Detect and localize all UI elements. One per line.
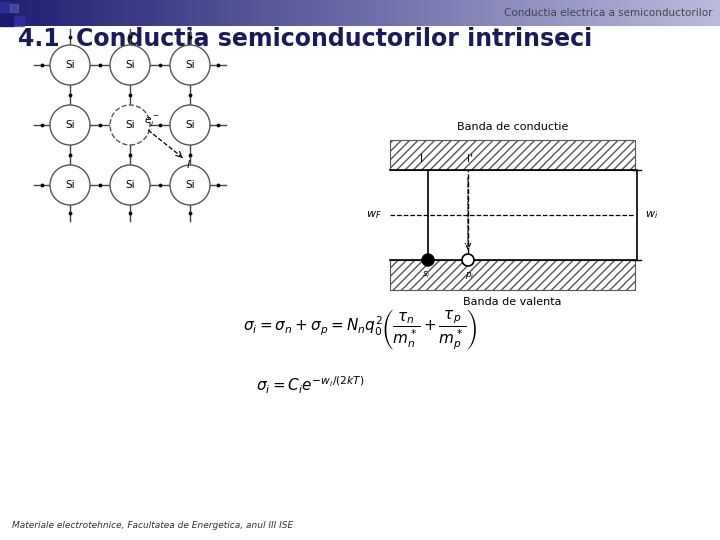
Text: Materiale electrotehnice, Facultatea de Energetica, anul III ISE: Materiale electrotehnice, Facultatea de … [12, 521, 293, 530]
Text: $s_i$: $s_i$ [422, 270, 431, 280]
Bar [390, 260, 635, 290]
Text: Si: Si [125, 180, 135, 190]
Text: Si: Si [125, 120, 135, 130]
Text: Banda de valenta: Banda de valenta [463, 297, 562, 307]
Text: $\sigma_i = \sigma_n + \sigma_p = N_n q_0^2 \left( \dfrac{\tau_n}{m_n^*} + \dfra: $\sigma_i = \sigma_n + \sigma_p = N_n q_… [243, 308, 477, 353]
Text: Si: Si [66, 180, 75, 190]
Text: Si: Si [185, 180, 195, 190]
Text: Conductia electrica a semiconductorilor: Conductia electrica a semiconductorilor [503, 8, 712, 18]
Bar [390, 140, 635, 170]
Text: $e_i^-$: $e_i^-$ [144, 114, 160, 128]
Circle shape [170, 105, 210, 145]
Text: $w_i$: $w_i$ [645, 209, 658, 221]
Text: Si: Si [185, 60, 195, 70]
Text: 4.1  Conductia semiconductorilor intrinseci: 4.1 Conductia semiconductorilor intrinse… [18, 27, 593, 51]
Circle shape [50, 165, 90, 205]
Circle shape [110, 45, 150, 85]
Circle shape [110, 165, 150, 205]
Text: l: l [420, 154, 423, 164]
Text: Si: Si [66, 120, 75, 130]
Text: $p_i$: $p_i$ [465, 270, 474, 281]
Circle shape [422, 254, 434, 266]
Bar [14, 16, 24, 26]
Text: Banda de conductie: Banda de conductie [456, 122, 568, 132]
Bar [10, 4, 18, 12]
Text: l: l [186, 160, 190, 170]
Text: Si: Si [66, 60, 75, 70]
Text: l': l' [467, 154, 473, 164]
Circle shape [462, 254, 474, 266]
Circle shape [110, 105, 150, 145]
Bar [0, 12, 14, 26]
Text: $\sigma_i = C_i e^{-w_i/(2kT)}$: $\sigma_i = C_i e^{-w_i/(2kT)}$ [256, 374, 364, 396]
Circle shape [170, 45, 210, 85]
Bar [0, 2, 10, 12]
Circle shape [50, 105, 90, 145]
Circle shape [170, 165, 210, 205]
Text: $w_F$: $w_F$ [366, 209, 382, 221]
Circle shape [50, 45, 90, 85]
Text: Si: Si [185, 120, 195, 130]
Text: Si: Si [125, 60, 135, 70]
